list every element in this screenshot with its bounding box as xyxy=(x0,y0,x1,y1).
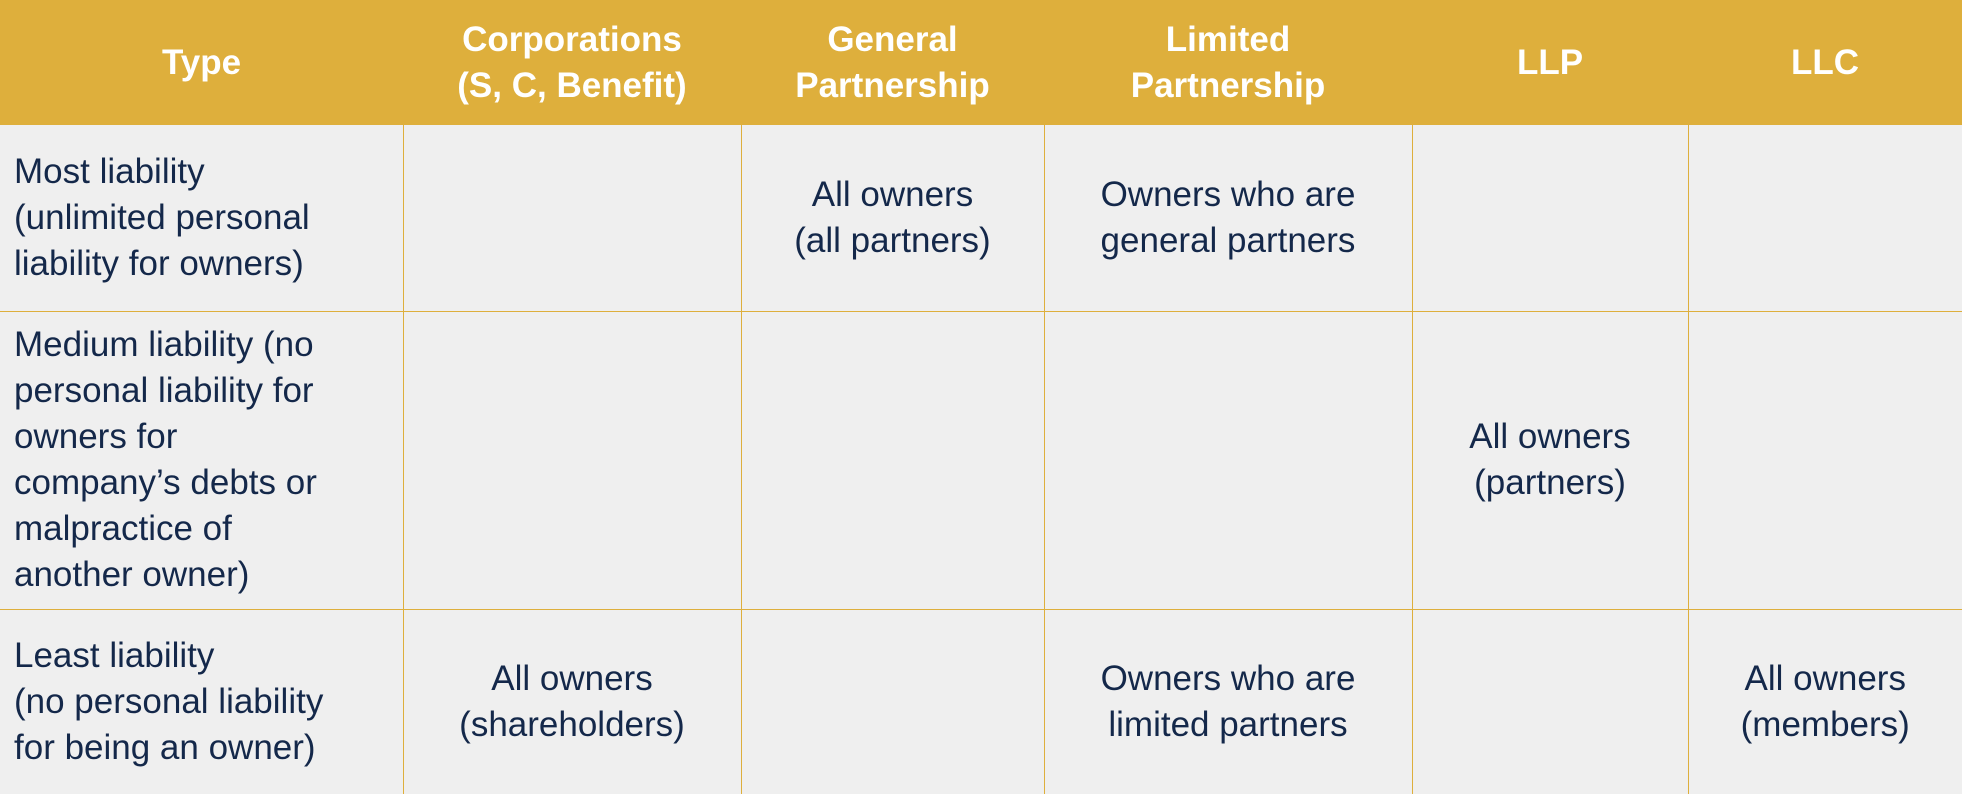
cell-general-partnership xyxy=(741,311,1045,610)
cell-llp xyxy=(1412,125,1689,312)
row-label: Least liability (no personal liability f… xyxy=(0,609,404,794)
cell-general-partnership: All owners (all partners) xyxy=(741,125,1045,312)
table-row-least-liability: Least liability (no personal liability f… xyxy=(0,609,1962,794)
cell-general-partnership xyxy=(741,609,1045,794)
table-row-medium-liability: Medium liability (no personal liability … xyxy=(0,311,1962,610)
cell-limited-partnership: Owners who are general partners xyxy=(1044,125,1413,312)
header-corporations: Corporations (S, C, Benefit) xyxy=(403,0,741,125)
cell-corporations xyxy=(403,125,742,312)
cell-llp xyxy=(1412,609,1689,794)
header-llc: LLC xyxy=(1688,0,1962,125)
cell-llc xyxy=(1688,311,1962,610)
cell-llc xyxy=(1688,125,1962,312)
table-header: Type Corporations (S, C, Benefit) Genera… xyxy=(0,0,1962,125)
header-limited-partnership: Limited Partnership xyxy=(1044,0,1412,125)
cell-limited-partnership xyxy=(1044,311,1413,610)
table-row-most-liability: Most liability (unlimited personal liabi… xyxy=(0,125,1962,312)
cell-llc: All owners (members) xyxy=(1688,609,1962,794)
header-type: Type xyxy=(0,0,403,125)
header-row: Type Corporations (S, C, Benefit) Genera… xyxy=(0,0,1962,125)
row-label: Most liability (unlimited personal liabi… xyxy=(0,125,404,312)
header-llp: LLP xyxy=(1412,0,1688,125)
header-general-partnership: General Partnership xyxy=(741,0,1044,125)
table-body: Most liability (unlimited personal liabi… xyxy=(0,125,1962,794)
cell-corporations: All owners (shareholders) xyxy=(403,609,742,794)
cell-llp: All owners (partners) xyxy=(1412,311,1689,610)
row-label: Medium liability (no personal liability … xyxy=(0,311,404,610)
cell-limited-partnership: Owners who are limited partners xyxy=(1044,609,1413,794)
cell-corporations xyxy=(403,311,742,610)
